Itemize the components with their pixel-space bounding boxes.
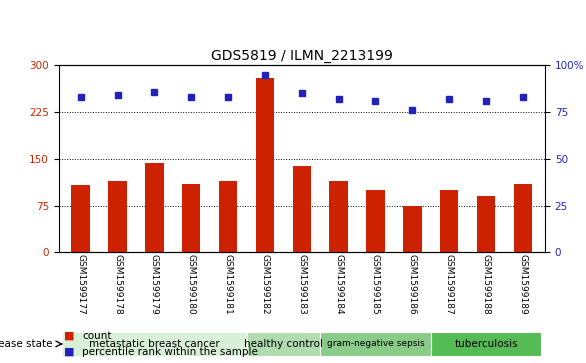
Text: disease state: disease state	[0, 339, 53, 349]
Text: metastatic breast cancer: metastatic breast cancer	[89, 339, 220, 349]
Bar	[145, 163, 163, 252]
Bar	[255, 78, 274, 252]
Text: GSM1599188: GSM1599188	[482, 254, 490, 315]
Text: GSM1599180: GSM1599180	[187, 254, 196, 315]
Text: healthy control: healthy control	[244, 339, 323, 349]
Text: GSM1599182: GSM1599182	[260, 254, 270, 314]
Text: GSM1599189: GSM1599189	[519, 254, 527, 315]
Text: percentile rank within the sample: percentile rank within the sample	[82, 347, 258, 357]
Bar	[329, 181, 348, 252]
Text: GSM1599181: GSM1599181	[224, 254, 233, 315]
Bar	[247, 332, 320, 356]
Text: ■: ■	[64, 331, 75, 341]
Text: count: count	[82, 331, 111, 341]
Text: GSM1599184: GSM1599184	[334, 254, 343, 314]
Bar	[514, 184, 532, 252]
Text: gram-negative sepsis: gram-negative sepsis	[326, 339, 424, 348]
Bar	[366, 190, 384, 252]
Text: GSM1599186: GSM1599186	[408, 254, 417, 315]
Bar	[71, 185, 90, 252]
Text: ■: ■	[64, 347, 75, 357]
Text: GSM1599187: GSM1599187	[445, 254, 454, 315]
Text: GSM1599178: GSM1599178	[113, 254, 122, 315]
Bar	[182, 184, 200, 252]
Bar	[292, 166, 311, 252]
Bar	[431, 332, 541, 356]
Bar	[403, 206, 421, 252]
Bar	[219, 181, 237, 252]
Bar	[62, 332, 247, 356]
Bar	[477, 196, 495, 252]
Text: GSM1599179: GSM1599179	[150, 254, 159, 315]
Text: GSM1599183: GSM1599183	[297, 254, 306, 315]
Text: GSM1599185: GSM1599185	[371, 254, 380, 315]
Title: GDS5819 / ILMN_2213199: GDS5819 / ILMN_2213199	[211, 49, 393, 63]
Text: GSM1599177: GSM1599177	[76, 254, 85, 315]
Bar	[320, 332, 431, 356]
Bar	[108, 181, 127, 252]
Text: tuberculosis: tuberculosis	[454, 339, 518, 349]
Bar	[440, 190, 458, 252]
